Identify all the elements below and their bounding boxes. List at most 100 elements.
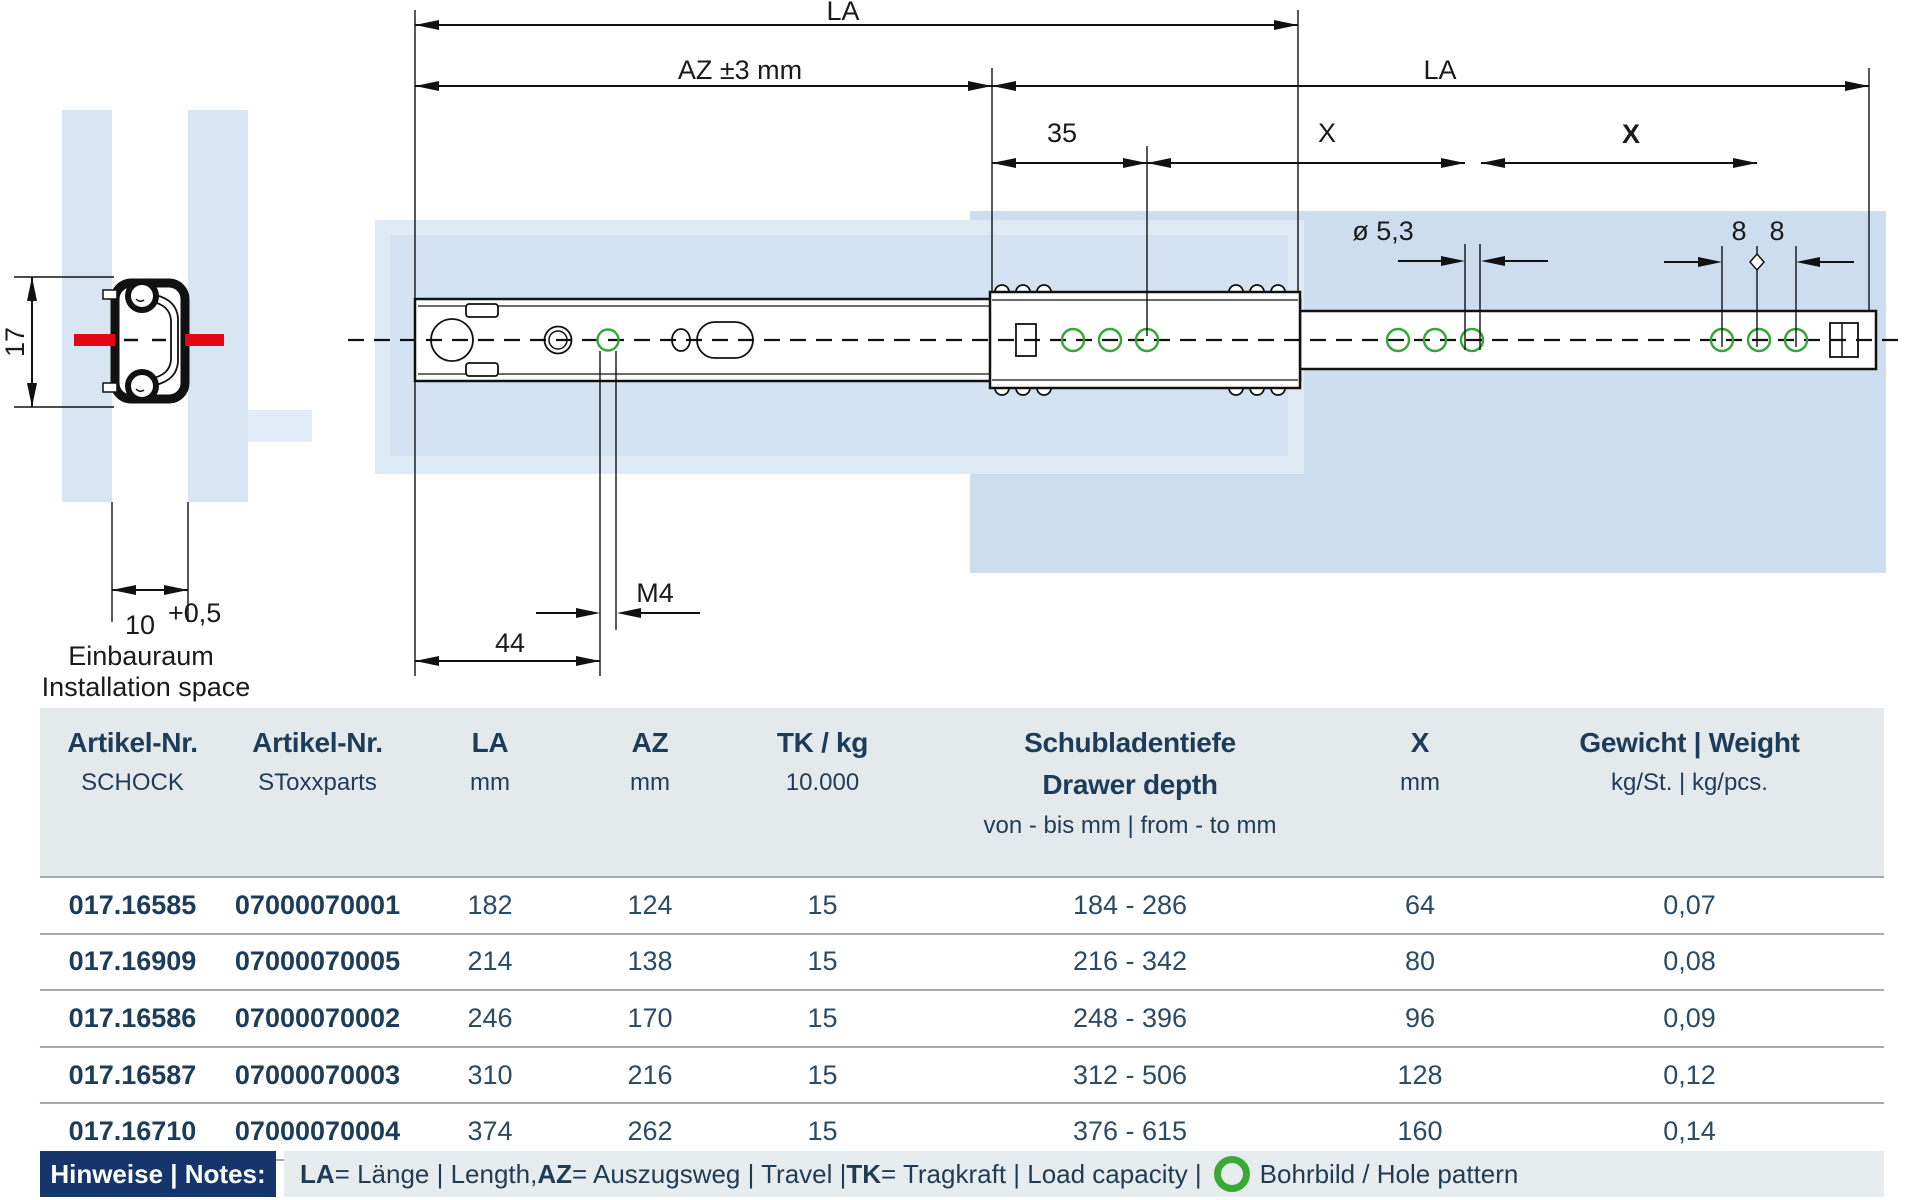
cell-x: 96 bbox=[1404, 1002, 1436, 1033]
dim-label-44: 44 bbox=[495, 628, 525, 658]
cell-x: 64 bbox=[1404, 889, 1436, 920]
table-row: 017.16909 07000070005 214 138 15 216 - 3… bbox=[40, 932, 1884, 990]
table-row: 017.16586 07000070002 246 170 15 248 - 3… bbox=[40, 989, 1884, 1046]
note-def-az: = Auszugsweg | Travel | bbox=[572, 1158, 847, 1189]
header-line2: kg/St. | kg/pcs. bbox=[1611, 769, 1768, 796]
dim-label-17: 17 bbox=[0, 327, 30, 357]
notes-legend-bar: LA = Länge | Length, AZ = Auszugsweg | T… bbox=[284, 1151, 1884, 1197]
table-body: 017.16585 07000070001 182 124 15 184 - 2… bbox=[40, 876, 1884, 1161]
inner-member-line bbox=[151, 293, 179, 387]
extension-lines bbox=[14, 10, 1870, 676]
green-hole bbox=[1097, 327, 1123, 353]
header-line2: mm bbox=[1400, 769, 1440, 796]
cross-section-view bbox=[74, 278, 224, 404]
header-line2: SToxxparts bbox=[258, 769, 377, 796]
green-hole bbox=[1746, 327, 1772, 353]
cabinet-side-panel bbox=[62, 110, 112, 502]
header-line1: TK / kg bbox=[776, 727, 869, 758]
cell-la: 374 bbox=[467, 1116, 513, 1147]
mounting-tab-bottom bbox=[102, 382, 118, 393]
notes-label-box: Hinweise | Notes: bbox=[40, 1151, 276, 1197]
cell-artikel-schock: 017.16586 bbox=[68, 1002, 197, 1033]
dim-label-x1: X bbox=[1318, 118, 1336, 148]
header-line2: 10.000 bbox=[785, 769, 860, 796]
dimension-labels: LA AZ ±3 mm LA 35 X X ø 5,3 8 8 M4 44 17… bbox=[0, 0, 1785, 702]
drawer-side-panel bbox=[188, 110, 248, 502]
cell-az: 216 bbox=[627, 1059, 673, 1090]
cell-artikel-stoxxparts: 07000070003 bbox=[234, 1059, 401, 1090]
table-row: 017.16585 07000070001 182 124 15 184 - 2… bbox=[40, 876, 1884, 933]
cell-weight: 0,12 bbox=[1663, 1059, 1716, 1090]
header-line2: Drawer depth bbox=[1042, 769, 1218, 800]
dimension-lines bbox=[27, 20, 1869, 666]
dim-label-x2: X bbox=[1622, 119, 1640, 149]
cell-drawer-depth: 216 - 342 bbox=[1072, 946, 1188, 977]
caption-installation-space: Installation space bbox=[42, 672, 251, 702]
header-line1: Artikel-Nr. bbox=[252, 727, 383, 758]
green-hole bbox=[1459, 327, 1485, 353]
ball-bottom bbox=[129, 373, 155, 399]
cell-tk: 15 bbox=[807, 1116, 838, 1147]
table-header-row: Artikel-Nr. SCHOCK Artikel-Nr. SToxxpart… bbox=[40, 708, 1884, 876]
table-row: 017.16587 07000070003 310 216 15 312 - 5… bbox=[40, 1045, 1884, 1103]
dim-label-la-right: LA bbox=[1423, 55, 1456, 85]
header-line1: Artikel-Nr. bbox=[67, 727, 198, 758]
header-line1: X bbox=[1410, 727, 1430, 758]
note-def-tk: = Tragkraft | Load capacity | bbox=[881, 1158, 1202, 1189]
header-line1: Schubladentiefe bbox=[1024, 727, 1236, 758]
cell-x: 128 bbox=[1397, 1059, 1443, 1090]
cell-x: 160 bbox=[1397, 1116, 1443, 1147]
cell-artikel-schock: 017.16710 bbox=[68, 1116, 197, 1147]
cell-la: 214 bbox=[467, 946, 513, 977]
header-line2: mm bbox=[470, 769, 510, 796]
cell-tk: 15 bbox=[807, 1002, 838, 1033]
cell-drawer-depth: 184 - 286 bbox=[1072, 889, 1188, 920]
cell-drawer-depth: 248 - 396 bbox=[1072, 1002, 1188, 1033]
red-axis-right bbox=[185, 334, 224, 346]
caption-einbauraum: Einbauraum bbox=[68, 641, 214, 671]
dim-label-diameter: ø 5,3 bbox=[1352, 216, 1414, 246]
slot-top bbox=[465, 303, 499, 318]
header-line2: mm bbox=[630, 769, 670, 796]
cell-weight: 0,08 bbox=[1663, 946, 1716, 977]
column-header-tk: TK / kg 10.000 bbox=[730, 708, 915, 876]
dim-label-35: 35 bbox=[1047, 118, 1077, 148]
cell-weight: 0,14 bbox=[1663, 1116, 1716, 1147]
cell-artikel-schock: 017.16587 bbox=[68, 1059, 197, 1090]
slot-bottom bbox=[465, 362, 499, 377]
note-term-la: LA bbox=[300, 1158, 335, 1189]
middle-rail-body bbox=[988, 290, 1302, 390]
cell-artikel-schock: 017.16909 bbox=[68, 946, 197, 977]
cell-artikel-stoxxparts: 07000070002 bbox=[234, 1002, 401, 1033]
middle-rail bbox=[988, 284, 1302, 396]
header-line2: SCHOCK bbox=[81, 769, 184, 796]
ball-top-shine bbox=[135, 298, 145, 303]
column-header-az: AZ mm bbox=[570, 708, 730, 876]
cell-weight: 0,07 bbox=[1663, 889, 1716, 920]
header-line1: AZ bbox=[631, 727, 669, 758]
cell-az: 124 bbox=[627, 889, 673, 920]
column-header-la: LA mm bbox=[410, 708, 570, 876]
technical-drawing: LA AZ ±3 mm LA 35 X X ø 5,3 8 8 M4 44 17… bbox=[0, 0, 1908, 702]
specification-table: Artikel-Nr. SCHOCK Artikel-Nr. SToxxpart… bbox=[40, 708, 1884, 1161]
slide-side-view bbox=[348, 284, 1908, 396]
cell-tk: 15 bbox=[807, 1059, 838, 1090]
table-row: 017.16710 07000070004 374 262 15 376 - 6… bbox=[40, 1102, 1884, 1159]
notes-label: Hinweise | Notes: bbox=[50, 1158, 266, 1189]
header-line3: von - bis mm | from - to mm bbox=[983, 812, 1277, 839]
hole-pattern-icon bbox=[1213, 1156, 1250, 1192]
cell-drawer-depth: 376 - 615 bbox=[1072, 1116, 1188, 1147]
cell-la: 182 bbox=[467, 889, 513, 920]
cell-artikel-schock: 017.16585 bbox=[68, 889, 197, 920]
cell-drawer-depth: 312 - 506 bbox=[1072, 1059, 1188, 1090]
cell-la: 310 bbox=[467, 1059, 513, 1090]
red-axis-left bbox=[74, 334, 115, 346]
cell-tk: 15 bbox=[807, 889, 838, 920]
dim-label-8a: 8 bbox=[1731, 216, 1746, 246]
column-header-drawer-depth: Schubladentiefe Drawer depth von - bis m… bbox=[915, 708, 1345, 876]
cell-az: 138 bbox=[627, 946, 673, 977]
cell-az: 170 bbox=[627, 1002, 673, 1033]
note-def-la: = Länge | Length, bbox=[334, 1158, 538, 1189]
mounting-tab-top bbox=[102, 289, 118, 300]
dim-label-10-tolerance: +0,5 bbox=[168, 598, 221, 628]
